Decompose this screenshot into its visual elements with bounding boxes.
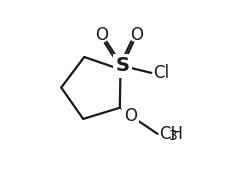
Text: O: O [130, 26, 143, 44]
Text: S: S [115, 57, 129, 75]
Polygon shape [120, 65, 125, 69]
Text: Cl: Cl [153, 64, 169, 82]
Text: O: O [124, 107, 137, 125]
Text: O: O [96, 26, 109, 44]
Text: 3: 3 [169, 129, 178, 143]
Text: CH: CH [159, 125, 183, 143]
